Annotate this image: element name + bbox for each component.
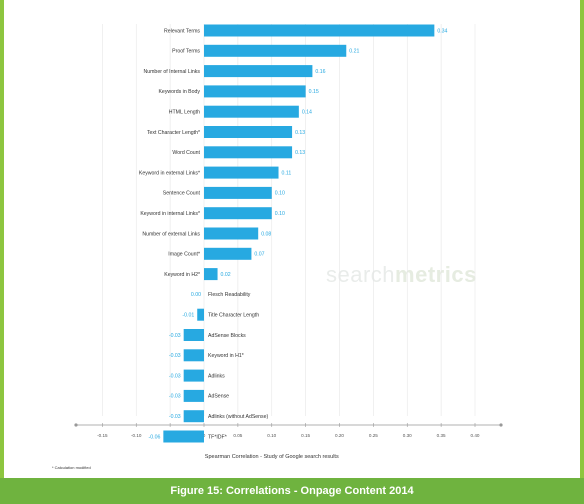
category-label: Number of external Links	[142, 231, 200, 237]
bar	[204, 65, 313, 78]
data-label: -0.01	[182, 313, 194, 319]
bar	[183, 410, 204, 423]
bar	[183, 329, 204, 341]
figure-caption: Figure 15: Correlations - Onpage Content…	[170, 485, 414, 497]
x-tick-label: 0	[203, 433, 206, 438]
x-axis-end-dot	[499, 423, 503, 427]
category-label: TF*IDF*	[208, 434, 227, 440]
data-label: 0.08	[261, 231, 271, 237]
category-label: Sentence Count	[163, 191, 201, 197]
x-tick-label: 0.30	[403, 433, 412, 438]
x-tick-label: 0.05	[233, 433, 242, 438]
bar	[204, 186, 272, 199]
data-label: 0.00	[191, 292, 201, 298]
category-label: Flesch Readability	[208, 292, 251, 298]
category-label: AdSense Blocks	[208, 333, 246, 339]
bar	[183, 389, 204, 402]
x-tick-label: -0.10	[131, 433, 142, 438]
category-label: Word Count	[172, 150, 200, 156]
category-label: Number of Internal Links	[143, 69, 200, 75]
data-label: -0.06	[149, 434, 161, 440]
bar	[204, 268, 218, 281]
category-label: Keywords in Body	[158, 89, 200, 95]
bar	[204, 247, 252, 260]
category-label: Keyword in internal Links*	[140, 211, 200, 217]
bar	[197, 308, 204, 321]
data-label: -0.03	[169, 394, 181, 400]
category-label: Keyword in external Links*	[139, 170, 200, 176]
category-label: Text Character Length*	[147, 130, 200, 136]
data-label: 0.14	[302, 110, 312, 116]
x-tick-label: 0.10	[267, 433, 276, 438]
category-label: AdSense	[208, 394, 229, 400]
category-label: Relevant Terms	[164, 28, 200, 34]
bar	[204, 85, 306, 98]
data-label: 0.13	[295, 130, 305, 136]
bar	[183, 369, 204, 382]
bar	[204, 227, 259, 240]
x-tick-label: 0.40	[471, 433, 480, 438]
bar	[204, 24, 435, 37]
data-label: 0.07	[254, 252, 264, 258]
data-label: -0.03	[169, 414, 181, 420]
category-label: Keyword in H2*	[164, 272, 200, 278]
x-tick-label: -0.15	[97, 433, 108, 438]
bar	[204, 44, 347, 57]
category-label: Title Character Length	[208, 313, 259, 319]
data-label: -0.03	[169, 333, 181, 339]
bar	[204, 207, 272, 220]
data-label: 0.10	[275, 191, 285, 197]
data-label: 0.34	[437, 28, 447, 34]
data-label: 0.21	[349, 49, 359, 55]
bar	[163, 430, 204, 443]
data-label: -0.03	[169, 373, 181, 379]
x-tick-label: 0.20	[335, 433, 344, 438]
data-label: 0.11	[282, 170, 292, 176]
x-tick-label: 0.35	[437, 433, 446, 438]
data-label: 0.02	[221, 272, 231, 278]
data-label: 0.13	[295, 150, 305, 156]
category-label: Keyword in H1*	[208, 353, 244, 359]
data-label: 0.15	[309, 89, 319, 95]
bar	[204, 166, 279, 179]
category-label: HTML Length	[169, 110, 200, 116]
x-axis-title: Spearman Correlation - Study of Google s…	[205, 454, 339, 460]
category-label: Proof Terms	[172, 49, 200, 55]
correlation-bar-chart: -0.15-0.10-0.0500.050.100.150.200.250.30…	[74, 24, 503, 460]
data-label: 0.16	[315, 69, 325, 75]
caption-bar: Figure 15: Correlations - Onpage Content…	[0, 478, 584, 504]
x-tick-label: 0.15	[301, 433, 310, 438]
bar	[204, 146, 293, 159]
data-label: 0.10	[275, 211, 285, 217]
footnote: * Calculation modified	[52, 465, 91, 470]
bar	[183, 349, 204, 362]
category-label: Adlinks	[208, 373, 225, 379]
bar	[204, 105, 299, 118]
x-tick-label: 0.25	[369, 433, 378, 438]
x-axis-end-dot	[74, 423, 78, 427]
category-label: Adlinks (without AdSense)	[208, 414, 269, 420]
data-label: -0.03	[169, 353, 181, 359]
bar	[204, 126, 293, 138]
category-label: Image Count*	[168, 252, 200, 258]
searchmetrics-watermark-logo: searchmetrics	[326, 262, 477, 287]
